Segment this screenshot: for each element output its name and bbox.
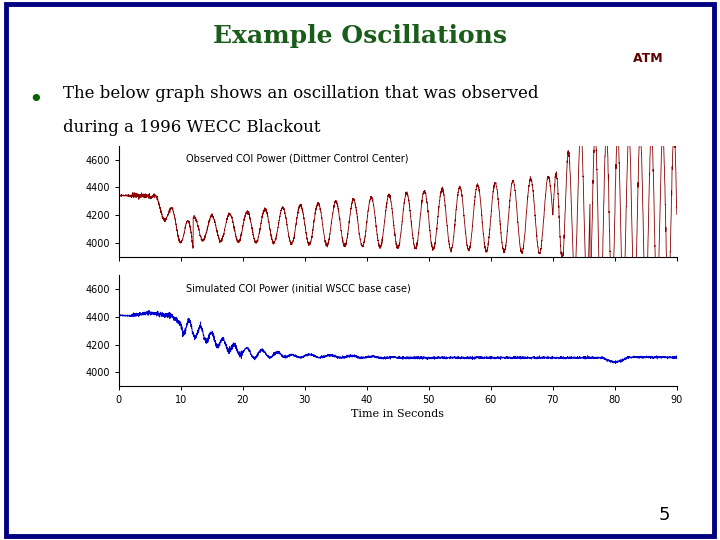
X-axis label: Time in Seconds: Time in Seconds (351, 409, 444, 419)
Text: The below graph shows an oscillation that was observed: The below graph shows an oscillation tha… (63, 85, 539, 102)
Text: Simulated COI Power (initial WSCC base case): Simulated COI Power (initial WSCC base c… (186, 283, 410, 293)
Text: Example Oscillations: Example Oscillations (213, 24, 507, 48)
Text: ΑΤΜ: ΑΤΜ (633, 51, 663, 65)
Text: •: • (28, 89, 43, 112)
Text: 5: 5 (658, 506, 670, 524)
Text: during a 1996 WECC Blackout: during a 1996 WECC Blackout (63, 119, 320, 136)
Text: Observed COI Power (Dittmer Control Center): Observed COI Power (Dittmer Control Cent… (186, 153, 408, 164)
